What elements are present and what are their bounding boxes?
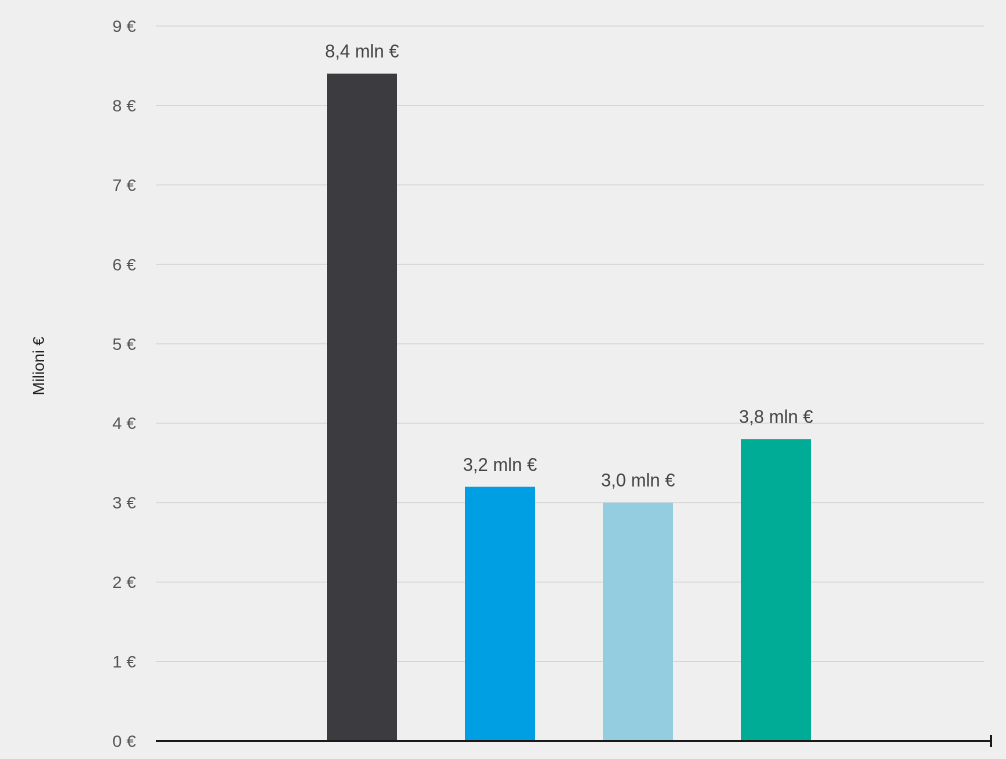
y-tick-label-6: 6 € xyxy=(112,255,136,274)
y-axis-title: Milioni € xyxy=(31,337,48,396)
data-label-1: 8,4 mln € xyxy=(325,42,399,62)
y-tick-label-0: 0 € xyxy=(112,732,136,751)
data-label-2: 3,2 mln € xyxy=(463,455,537,475)
data-label-4: 3,8 mln € xyxy=(739,407,813,427)
y-tick-label-2: 2 € xyxy=(112,573,136,592)
bar-1 xyxy=(327,73,397,741)
gridlines xyxy=(156,25,984,663)
y-tick-label-5: 5 € xyxy=(112,335,136,354)
data-labels: 8,4 mln € 3,2 mln € 3,0 mln € 3,8 mln € xyxy=(325,42,813,491)
y-tick-label-4: 4 € xyxy=(112,414,136,433)
bars xyxy=(327,73,811,741)
y-tick-label-8: 8 € xyxy=(112,96,136,115)
data-label-3: 3,0 mln € xyxy=(601,471,675,491)
y-axis-ticks: 0 € 1 € 2 € 3 € 4 € 5 € 6 € 7 € 8 € 9 € xyxy=(112,17,136,751)
y-tick-label-9: 9 € xyxy=(112,17,136,36)
bar-4 xyxy=(741,439,811,741)
y-tick-label-7: 7 € xyxy=(112,176,136,195)
y-tick-label-3: 3 € xyxy=(112,494,136,513)
bar-3 xyxy=(603,502,673,741)
y-tick-label-1: 1 € xyxy=(112,653,136,672)
bar-2 xyxy=(465,486,535,741)
